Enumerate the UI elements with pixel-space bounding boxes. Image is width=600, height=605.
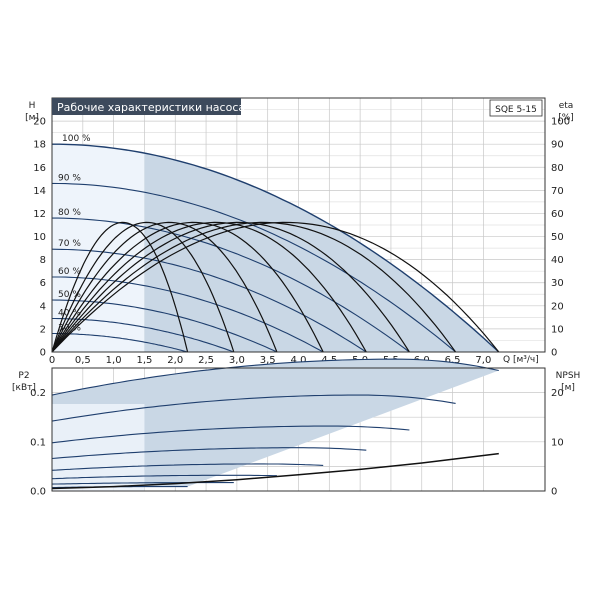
p2-title: P2 <box>18 371 29 381</box>
y-right-unit: [%] <box>558 113 574 123</box>
power-curve <box>51 482 234 485</box>
x-tick-label: 0 <box>49 355 55 366</box>
top-light-region <box>52 144 145 352</box>
efficiency-curve <box>51 221 367 353</box>
head-curve-label: 60 % <box>58 267 81 277</box>
y-left-tick-label: 20 <box>33 117 46 128</box>
y-left-tick-label: 0 <box>40 348 46 359</box>
y-right-title: eta <box>559 101 574 111</box>
x-tick-label: 3,5 <box>260 355 276 366</box>
top-operating-area <box>52 144 499 352</box>
head-curve-label: 100 % <box>62 134 91 144</box>
y-right-tick-label: 60 <box>551 209 564 220</box>
y-right-tick-label: 10 <box>551 324 564 335</box>
y-right-tick-label: 100 <box>551 117 570 128</box>
head-curve <box>52 332 188 353</box>
npsh-unit: [м] <box>561 383 575 393</box>
y-left-tick-label: 6 <box>40 278 46 289</box>
efficiency-curve <box>51 221 324 353</box>
p2-tick-label: 0.1 <box>30 437 46 448</box>
top-operating-region <box>144 153 499 352</box>
power-curve <box>51 358 499 396</box>
head-curve-label: 90 % <box>58 173 81 183</box>
x-tick-label: 4,0 <box>291 355 307 366</box>
x-tick-label: 1,5 <box>136 355 152 366</box>
y-right-tick-label: 80 <box>551 163 564 174</box>
npsh-tick-label: 10 <box>551 437 564 448</box>
npsh-tick-label: 20 <box>551 388 564 399</box>
efficiency-curve <box>51 221 278 353</box>
y-left-tick-label: 2 <box>40 324 46 335</box>
head-curve-label: 40 % <box>58 309 81 319</box>
x-tick-label: 1,0 <box>106 355 122 366</box>
bottom-tick-labels: 0.0 0.1 0.2 0 10 20 <box>30 388 564 497</box>
top-curves: 100 % 90 % 80 % 70 % 60 % 50 % 40 % 30 % <box>51 134 500 353</box>
x-tick-label: 6,5 <box>445 355 461 366</box>
p2-unit: [кВт] <box>12 383 36 393</box>
npsh-curve <box>51 452 499 490</box>
p2-tick-label: 0.0 <box>30 487 46 498</box>
chart-title-box <box>52 98 241 115</box>
p2-tick-label: 0.2 <box>30 388 46 399</box>
bottom-operating-region <box>52 359 499 488</box>
npsh-title: NPSH <box>556 371 581 381</box>
x-tick-label: 2,0 <box>167 355 183 366</box>
y-left-tick-label: 4 <box>40 301 46 312</box>
bottom-plot-frame <box>51 367 546 492</box>
y-left-tick-label: 12 <box>33 209 46 220</box>
power-curve <box>51 394 456 422</box>
y-left-tick-label: 8 <box>40 255 46 266</box>
y-left-tick-label: 18 <box>33 140 46 151</box>
head-curve <box>52 217 410 353</box>
x-tick-label: 2,5 <box>198 355 214 366</box>
head-curve-label: 80 % <box>58 208 81 218</box>
chart-title: Рабочие характеристики насоса <box>57 101 245 114</box>
head-curve <box>52 143 500 353</box>
y-left-title: H <box>29 101 36 111</box>
power-curve <box>51 425 410 444</box>
x-tick-label: 7,0 <box>475 355 491 366</box>
y-right-tick-label: 50 <box>551 232 564 243</box>
efficiency-curve <box>51 221 410 353</box>
power-curve <box>51 447 367 460</box>
bottom-operating-area <box>52 359 499 491</box>
head-curve <box>52 276 324 353</box>
y-right-tick-label: 70 <box>551 186 564 197</box>
x-tick-label: 3,0 <box>229 355 245 366</box>
y-left-tick-label: 14 <box>33 186 46 197</box>
y-right-tick-label: 30 <box>551 278 564 289</box>
efficiency-curve <box>51 221 235 353</box>
y-right-tick-label: 20 <box>551 301 564 312</box>
y-right-tick-label: 0 <box>551 348 557 359</box>
power-curve <box>51 474 277 480</box>
efficiency-curve <box>51 221 189 353</box>
head-curve-label: 30 % <box>58 324 81 334</box>
npsh-tick-label: 0 <box>551 487 557 498</box>
top-plot-frame <box>51 97 546 353</box>
efficiency-curve <box>51 221 457 353</box>
y-left-unit: [м] <box>25 113 39 123</box>
head-curve-label: 50 % <box>58 290 81 300</box>
x-axis-title: Q [м³/ч] <box>503 355 539 365</box>
pump-model-badge <box>489 99 543 117</box>
head-curve-label: 70 % <box>58 239 81 249</box>
head-curve <box>51 248 367 353</box>
power-npsh-panel: P2 [кВт] NPSH [м] 0.0 0.1 0.2 0 10 20 <box>12 358 581 498</box>
pump-model-label: SQE 5-15 <box>495 105 537 115</box>
head-efficiency-panel: 100 % 90 % 80 % 70 % 60 % 50 % 40 % 30 % Рабочи… <box>25 97 574 366</box>
y-right-tick-label: 40 <box>551 255 564 266</box>
y-left-tick-label: 10 <box>33 232 46 243</box>
bottom-curves <box>51 358 499 490</box>
y-right-tick-label: 90 <box>551 140 564 151</box>
x-tick-label: 0,5 <box>75 355 91 366</box>
power-curve <box>51 463 324 471</box>
y-left-tick-label: 16 <box>33 163 46 174</box>
